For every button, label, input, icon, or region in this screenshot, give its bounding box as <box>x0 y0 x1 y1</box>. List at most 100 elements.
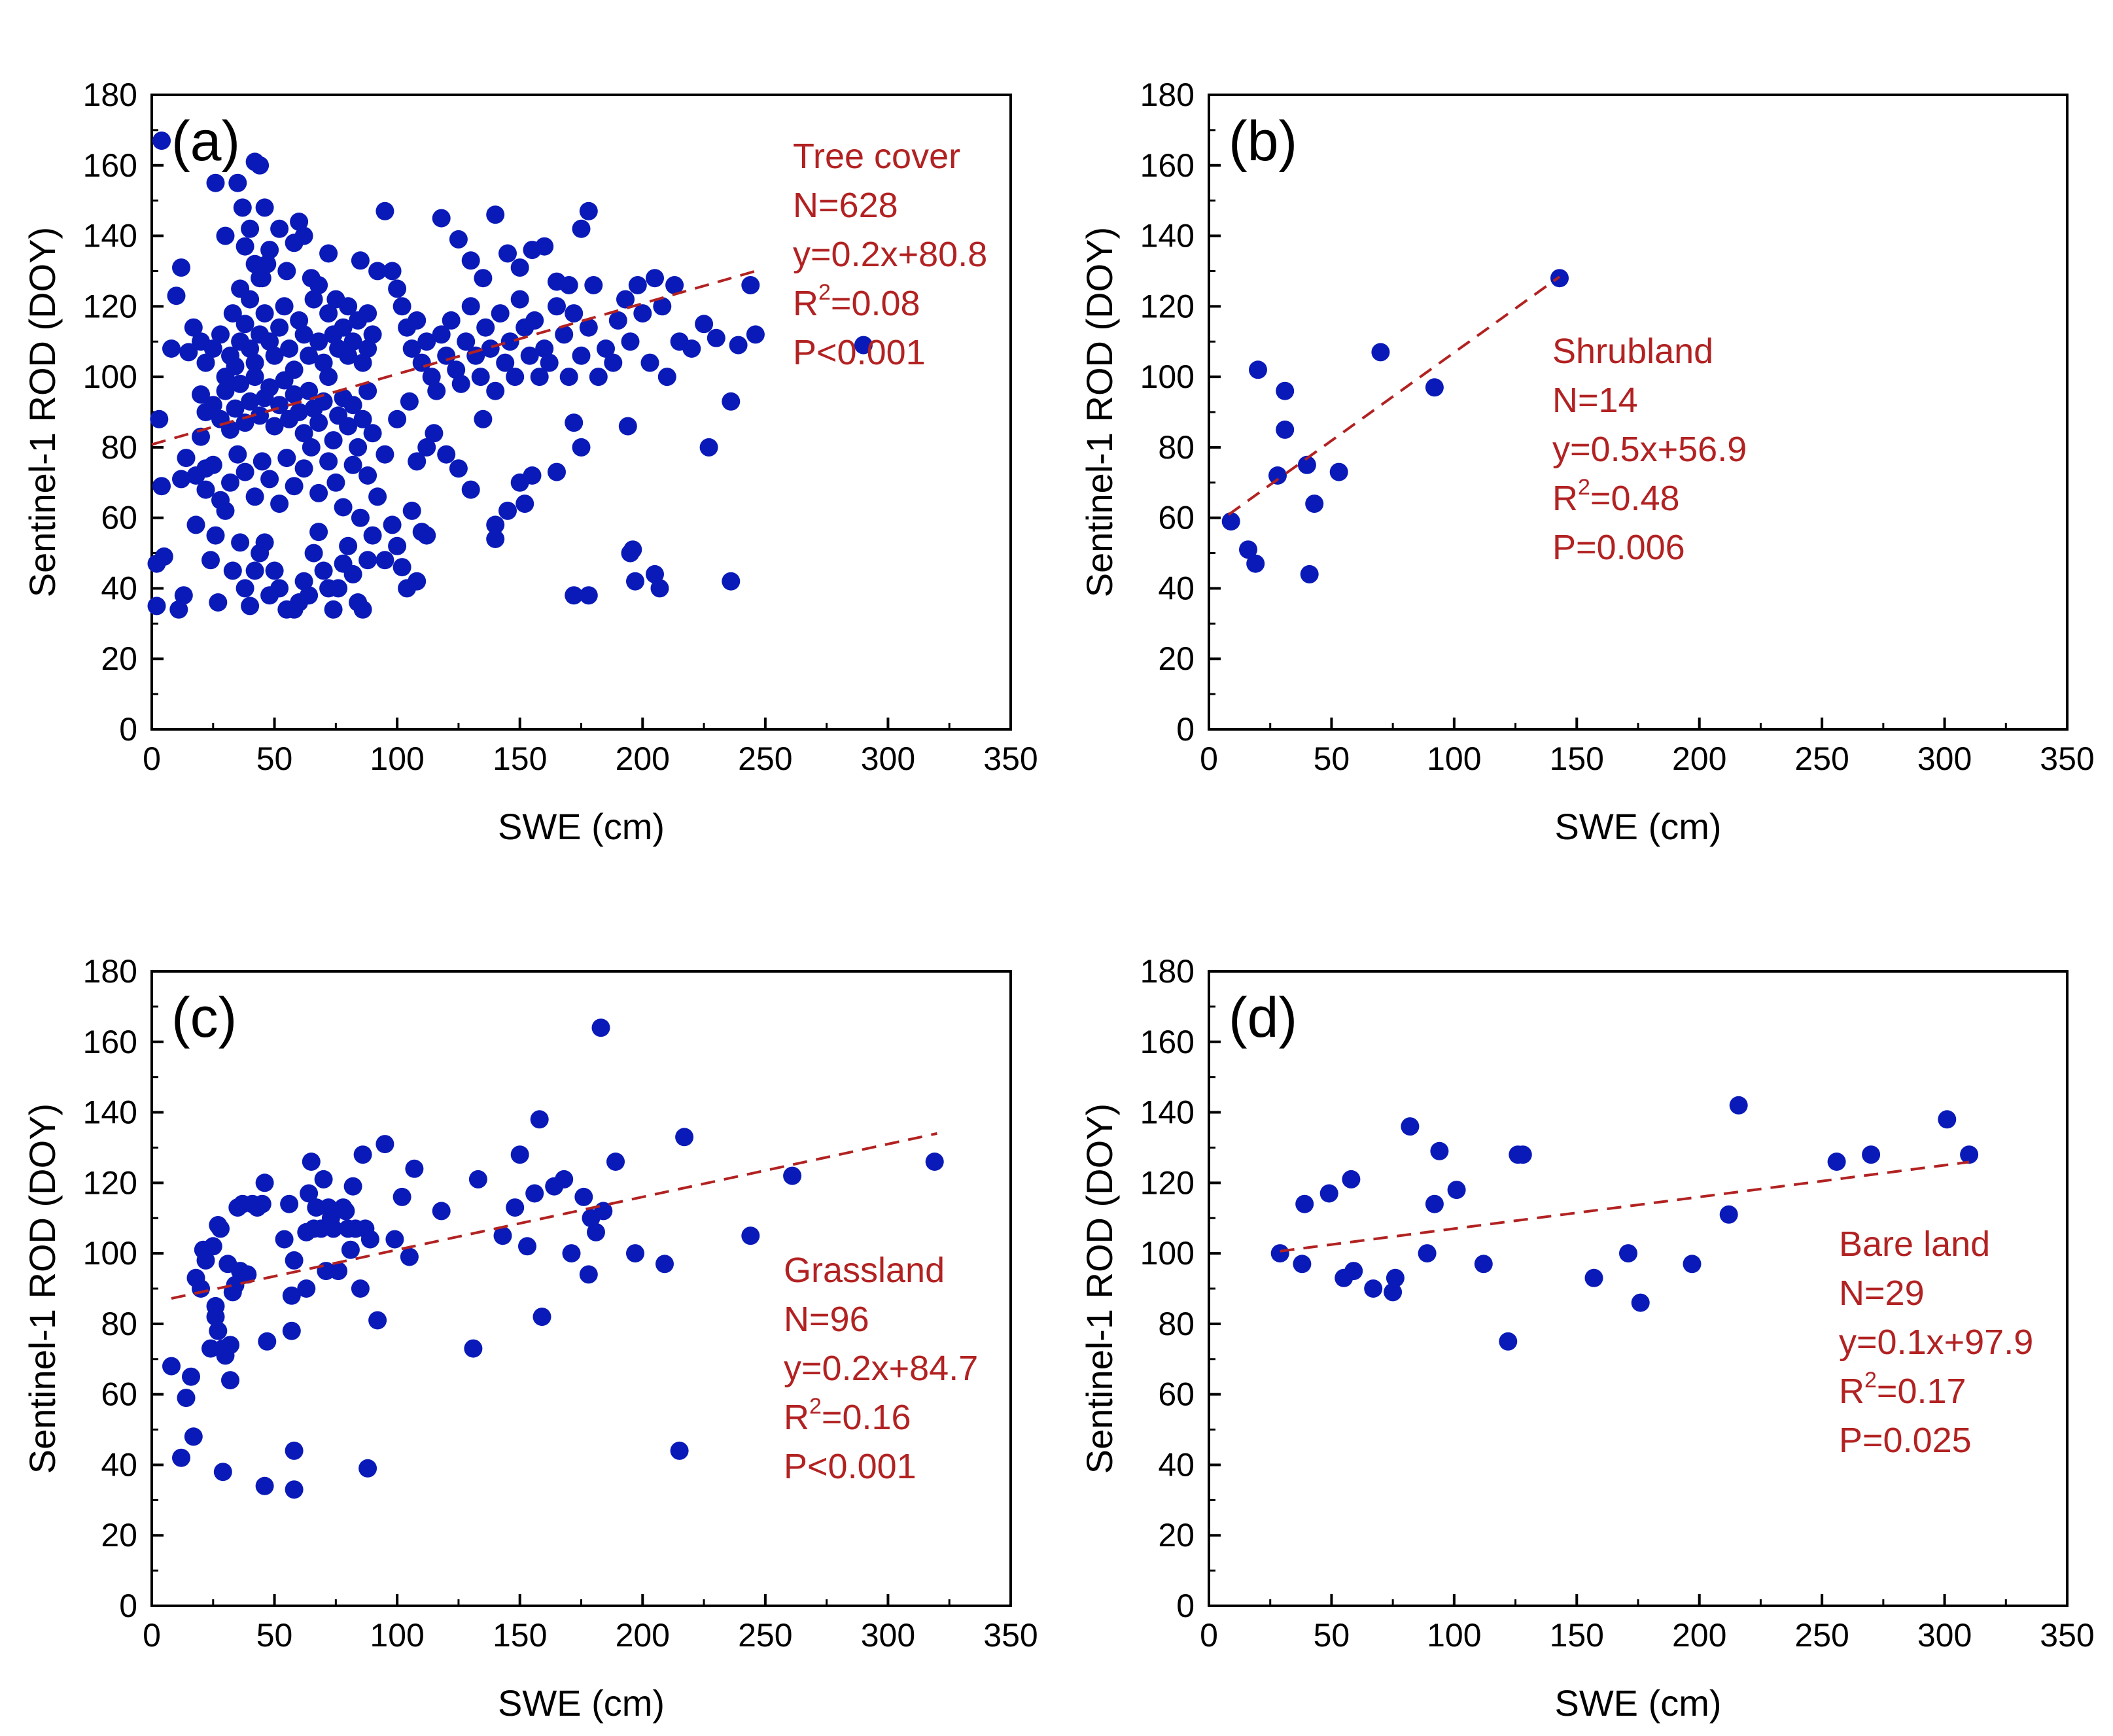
data-point <box>1295 1194 1314 1213</box>
data-point <box>572 219 591 238</box>
data-point <box>1386 1268 1405 1287</box>
data-point <box>285 1480 304 1499</box>
data-point <box>265 417 284 436</box>
annotation-p-value: P<0.001 <box>784 1447 917 1486</box>
plot-frame <box>1208 94 2069 731</box>
x-tick-label: 50 <box>256 1617 293 1654</box>
data-point <box>221 420 239 439</box>
x-tick-label: 200 <box>616 1617 670 1654</box>
data-point <box>461 297 480 316</box>
x-tick-label: 200 <box>1672 740 1726 777</box>
x-tick-label: 250 <box>1794 740 1849 777</box>
data-point <box>486 515 505 534</box>
data-point <box>236 462 254 481</box>
y-tick-label: 120 <box>83 1164 137 1201</box>
y-tick-label: 20 <box>101 1517 137 1554</box>
data-point <box>449 459 468 478</box>
data-point <box>280 339 299 358</box>
data-point <box>228 173 247 192</box>
data-point <box>741 276 760 294</box>
data-point <box>223 304 242 323</box>
data-point <box>304 544 323 563</box>
data-point <box>682 339 701 358</box>
x-tick-label: 350 <box>2040 1617 2094 1654</box>
data-point <box>319 368 338 387</box>
data-point <box>251 156 270 175</box>
annotation-r2: R2=0.08 <box>793 280 920 323</box>
data-point <box>1447 1181 1466 1200</box>
data-point <box>375 201 394 220</box>
data-point <box>606 1153 625 1171</box>
data-point <box>1729 1096 1748 1115</box>
data-point <box>1344 1262 1363 1281</box>
data-point <box>741 1226 760 1245</box>
data-point <box>152 477 171 496</box>
data-point <box>1425 378 1444 397</box>
data-point <box>591 1018 610 1037</box>
data-point <box>238 1265 257 1284</box>
data-point <box>172 470 190 489</box>
data-point <box>707 328 725 347</box>
data-point <box>324 600 343 619</box>
data-point <box>417 526 436 545</box>
annotation-p-value: P<0.001 <box>793 333 926 372</box>
data-point <box>203 455 222 474</box>
data-point <box>265 346 284 365</box>
y-tick-label: 60 <box>1158 500 1195 536</box>
y-tick-label: 60 <box>101 500 137 536</box>
y-axis-title: Sentinel-1 ROD (DOY) <box>22 1103 63 1474</box>
y-tick-label: 80 <box>1158 429 1195 466</box>
data-point <box>253 1194 271 1213</box>
data-point <box>525 1184 544 1203</box>
annotation-class-name: Shrubland <box>1552 332 1713 371</box>
data-point <box>351 1279 370 1298</box>
panel-label: (d) <box>1229 986 1297 1049</box>
data-point <box>255 304 274 323</box>
data-point <box>154 547 173 566</box>
data-point <box>270 219 289 238</box>
data-point <box>655 1255 674 1274</box>
data-point <box>1276 381 1295 400</box>
data-point <box>236 237 254 256</box>
data-point <box>150 409 169 428</box>
plot-frame <box>1208 970 2069 1607</box>
data-point <box>597 339 615 358</box>
data-point <box>496 353 515 372</box>
data-point <box>388 279 407 298</box>
x-tick-label: 300 <box>1917 740 1972 777</box>
data-point <box>486 381 505 400</box>
data-point <box>343 1177 362 1196</box>
data-point <box>282 1286 301 1305</box>
data-point <box>498 244 517 263</box>
y-tick-label: 80 <box>101 1306 137 1342</box>
data-point <box>1631 1293 1650 1312</box>
y-tick-label: 180 <box>1140 77 1195 113</box>
data-point <box>260 241 279 260</box>
y-tick-label: 80 <box>1158 1306 1195 1342</box>
chart-panel-b: 0 50 100 150 200 250 300 350 0 20 40 60 80 100 120 140 1… <box>1079 77 2095 847</box>
data-point <box>358 381 377 400</box>
data-point <box>457 332 476 351</box>
y-tick-label: 0 <box>119 711 137 748</box>
data-point <box>393 1187 411 1206</box>
r2-value: =0.48 <box>1590 479 1680 518</box>
data-point <box>182 1367 200 1386</box>
data-point <box>241 219 260 238</box>
data-point <box>520 346 539 365</box>
data-point <box>221 1371 239 1390</box>
data-point <box>500 332 519 351</box>
y-tick-label: 80 <box>101 429 137 466</box>
data-point <box>417 438 436 457</box>
data-point <box>319 452 338 471</box>
data-point <box>398 579 417 598</box>
data-point <box>294 226 313 245</box>
data-point <box>471 368 490 387</box>
data-point <box>783 1166 802 1185</box>
x-tick-label: 100 <box>1427 740 1481 777</box>
data-point <box>314 1170 333 1189</box>
x-tick-label: 0 <box>1200 1617 1218 1654</box>
data-point <box>174 586 193 605</box>
data-point <box>349 438 368 457</box>
data-point <box>329 1262 348 1281</box>
